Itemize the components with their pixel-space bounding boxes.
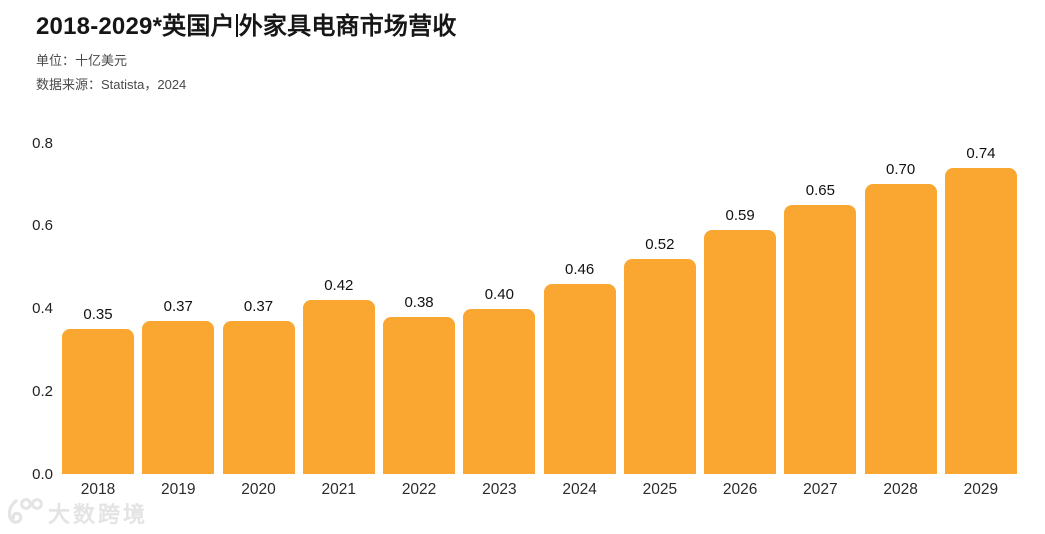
x-tick-label-2029: 2029	[963, 481, 999, 498]
x-tick-label-2019: 2019	[161, 481, 196, 498]
chart-title-after-caret: 外家具电商市场营收	[238, 13, 457, 40]
bar-column-2025: 0.52	[623, 143, 696, 474]
bar-2025	[623, 258, 696, 474]
x-tick-label-2020: 2020	[241, 481, 276, 498]
bar-2027	[784, 205, 857, 474]
x-tick-label-2027: 2027	[803, 481, 838, 498]
bar-value-label: 0.42	[324, 277, 354, 295]
bar-column-2026: 0.59	[704, 143, 777, 474]
bar-column-2028: 0.70	[864, 143, 937, 474]
x-tick-label-2026: 2026	[722, 481, 758, 498]
x-tick-label-2021: 2021	[321, 481, 357, 498]
bar-value-label: 0.35	[83, 306, 113, 324]
watermark: 大数跨境	[5, 497, 148, 529]
bar-value-label: 0.38	[404, 293, 434, 311]
bar-2018	[62, 329, 134, 474]
y-tick-label: 0.8	[32, 134, 53, 152]
bar-column-2024: 0.46	[543, 143, 616, 474]
plot-area: 0.35 0.37 0.37 0.42 0.38 0.40 0.46 0.52 0.59 0.65…	[62, 143, 1017, 474]
bar-2023	[463, 308, 536, 474]
bar-column-2023: 0.40	[463, 143, 536, 474]
y-tick-label: 0.4	[32, 300, 53, 317]
bar-column-2029: 0.74	[944, 143, 1017, 474]
watermark-logo-icon	[7, 498, 43, 524]
y-axis: 0.0 0.2 0.4 0.6 0.8	[0, 0, 55, 534]
bar-value-label: 0.74	[966, 144, 996, 162]
bar-column-2027: 0.65	[784, 143, 857, 474]
unit-label: 单位：十亿美元	[36, 53, 128, 68]
x-tick-label-2028: 2028	[883, 481, 918, 498]
x-axis: 2018 2019 2020 2021 2022 2023 2024 2025 2026 2027…	[62, 481, 1017, 499]
bar-2019	[142, 320, 215, 474]
bar-value-label: 0.37	[243, 297, 274, 315]
x-tick-label-2025: 2025	[642, 481, 678, 498]
x-tick-label-2023: 2023	[482, 481, 517, 498]
bar-2020	[222, 320, 295, 474]
chart-title: 2018-2029*英国户 外家具电商市场营收	[36, 6, 457, 41]
bar-column-2022: 0.38	[383, 143, 456, 474]
bar-value-label: 0.70	[886, 161, 916, 179]
bar-value-label: 0.59	[725, 206, 755, 224]
y-tick-label: 0.2	[32, 382, 53, 400]
bar-column-2018: 0.35	[62, 143, 134, 474]
text-cursor-caret	[235, 14, 238, 37]
bar-value-label: 0.52	[645, 235, 675, 253]
bar-2026	[704, 229, 777, 474]
y-tick-label: 0.0	[32, 465, 53, 483]
x-tick-label-2018: 2018	[80, 481, 116, 498]
x-tick-label-2024: 2024	[562, 481, 597, 498]
x-tick-label-2022: 2022	[401, 481, 437, 498]
bar-column-2019: 0.37	[142, 143, 215, 474]
y-tick-label: 0.6	[32, 217, 53, 235]
chart-title-before-caret: 2018-2029*英国户	[36, 13, 235, 40]
bar-value-label: 0.65	[805, 182, 835, 200]
watermark-text: 大数跨境	[48, 502, 149, 527]
bar-2024	[543, 283, 616, 474]
bar-value-label: 0.46	[564, 260, 595, 278]
bar-2021	[302, 300, 375, 474]
bar-2028	[864, 184, 937, 474]
bar-value-label: 0.40	[484, 285, 514, 303]
bar-column-2021: 0.42	[302, 143, 375, 474]
bar-value-label: 0.37	[163, 297, 193, 315]
source-label: 数据来源：Statista，2024	[36, 77, 187, 92]
bar-2022	[383, 316, 456, 474]
bar-column-2020: 0.37	[222, 143, 295, 474]
bar-2029	[944, 167, 1017, 474]
